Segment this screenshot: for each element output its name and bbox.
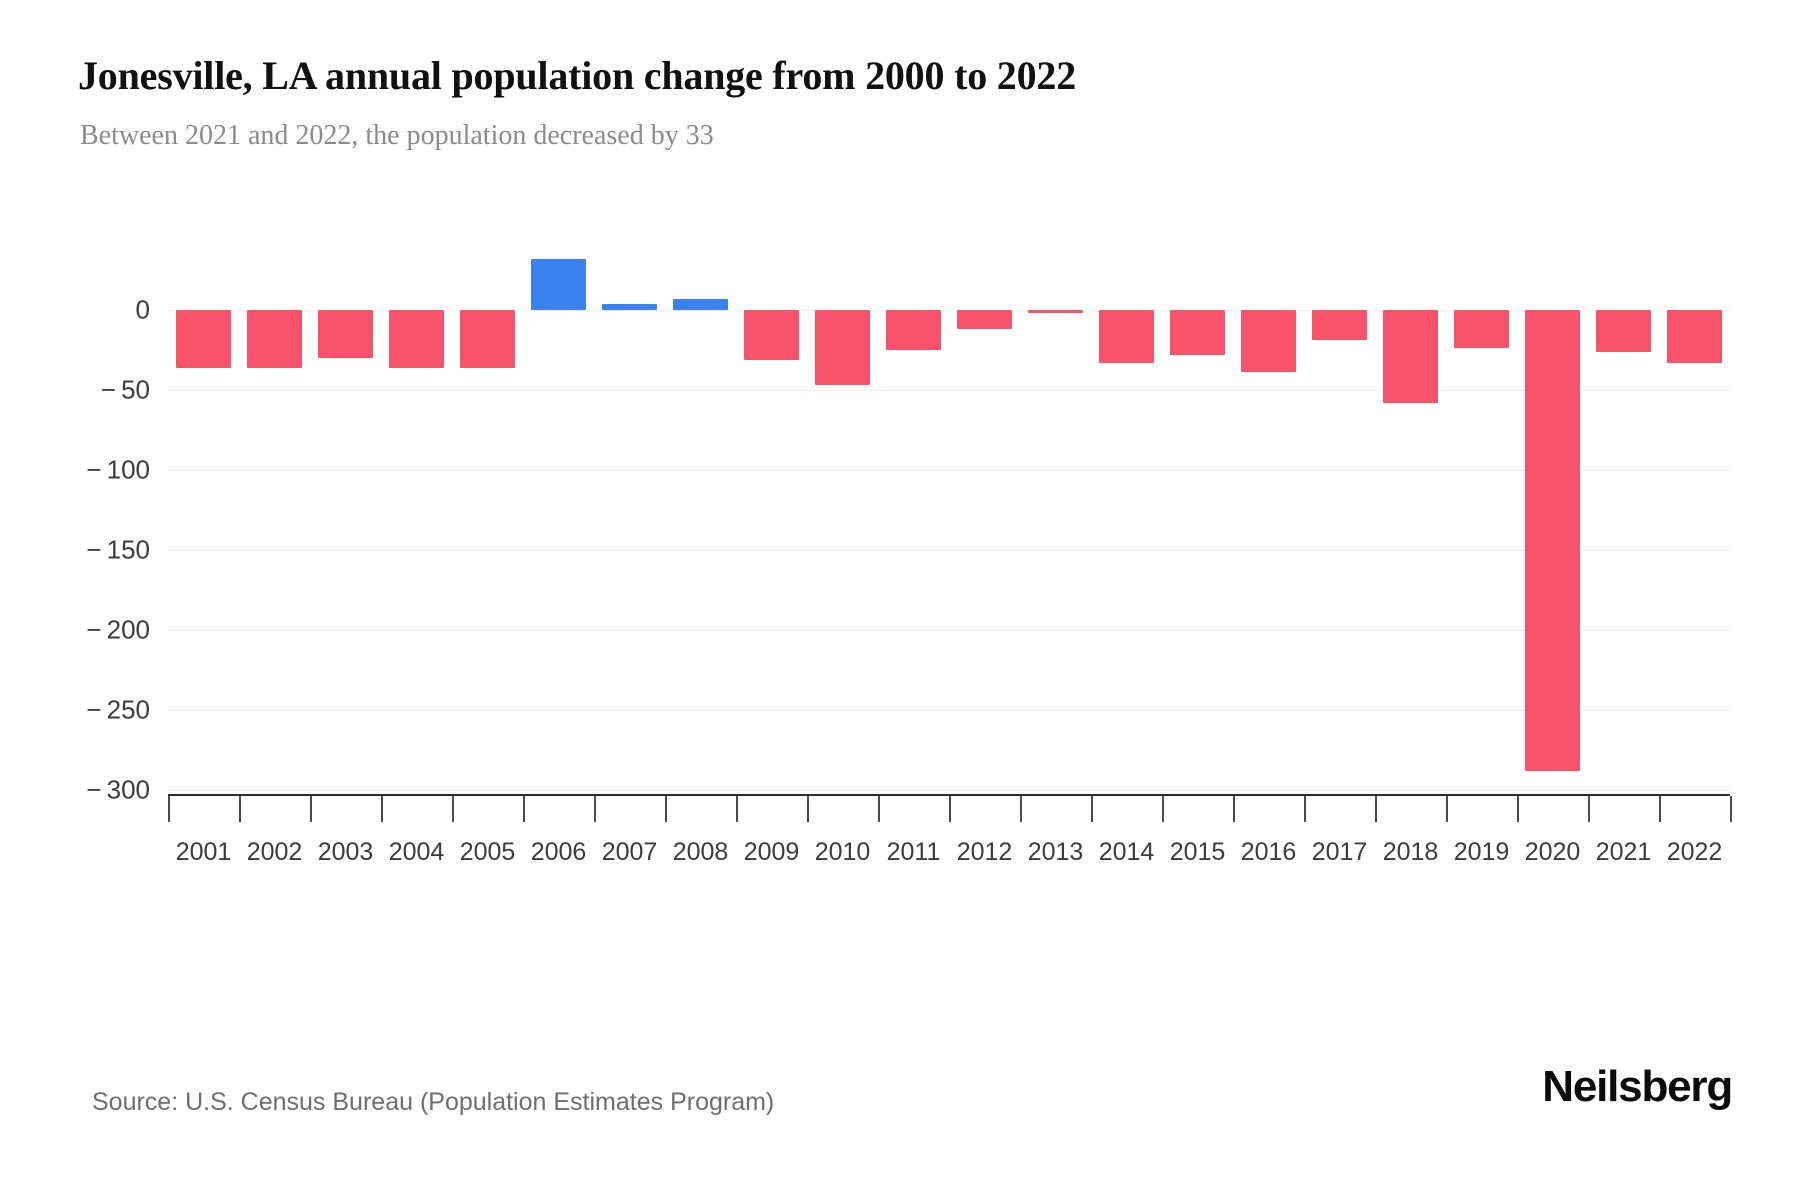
x-axis-tick-label-2001: 2001	[175, 838, 232, 866]
x-axis-tick	[1375, 796, 1377, 822]
gridline--300	[168, 790, 1730, 791]
y-axis-tick-label: − 300	[86, 774, 150, 805]
x-axis-tick	[949, 796, 951, 822]
bar-2017[interactable]	[1311, 310, 1368, 341]
bar-2003[interactable]	[317, 310, 374, 358]
x-axis-tick-label-2011: 2011	[886, 838, 941, 866]
bar-2006[interactable]	[530, 258, 587, 310]
y-axis-tick-label: − 100	[86, 454, 150, 485]
chart-subtitle: Between 2021 and 2022, the population de…	[80, 120, 714, 151]
x-axis-tick-label-2006: 2006	[530, 838, 587, 866]
bar-2005[interactable]	[459, 310, 516, 368]
x-axis-tick-label-2007: 2007	[601, 838, 658, 866]
gridline-0	[168, 310, 1730, 311]
x-axis-tick-label-2003: 2003	[317, 838, 374, 866]
x-axis-tick-label-2012: 2012	[956, 838, 1013, 866]
bar-2015[interactable]	[1169, 310, 1226, 355]
x-axis-tick	[1446, 796, 1448, 822]
x-axis-tick-label-2021: 2021	[1595, 838, 1652, 866]
x-axis-tick-label-2018: 2018	[1382, 838, 1439, 866]
x-axis-tick-label-2008: 2008	[672, 838, 729, 866]
bar-2002[interactable]	[246, 310, 303, 368]
bar-2001[interactable]	[175, 310, 232, 368]
x-axis-tick	[1730, 796, 1732, 822]
bar-2010[interactable]	[814, 310, 871, 386]
x-axis-tick-label-2015: 2015	[1169, 838, 1226, 866]
x-axis-tick-label-2020: 2020	[1524, 838, 1581, 866]
bar-2009[interactable]	[743, 310, 800, 360]
x-axis-tick	[239, 796, 241, 822]
y-axis-tick-label: 0	[135, 294, 150, 325]
bar-2018[interactable]	[1382, 310, 1439, 403]
gridline--150	[168, 550, 1730, 551]
gridline--100	[168, 470, 1730, 471]
x-axis-tick	[807, 796, 809, 822]
gridline--50	[168, 390, 1730, 391]
bar-2020[interactable]	[1524, 310, 1581, 771]
x-axis-tick	[523, 796, 525, 822]
bar-2012[interactable]	[956, 310, 1013, 330]
x-axis-tick-label-2014: 2014	[1098, 838, 1155, 866]
brand-logo: Neilsberg	[1542, 1062, 1733, 1111]
x-axis-tick	[878, 796, 880, 822]
bar-2019[interactable]	[1453, 310, 1510, 349]
x-axis-tick	[1304, 796, 1306, 822]
x-axis-tick-label-2013: 2013	[1027, 838, 1084, 866]
x-axis-tick	[1588, 796, 1590, 822]
x-axis-tick	[381, 796, 383, 822]
bar-2013[interactable]	[1027, 310, 1084, 314]
x-axis-tick	[1659, 796, 1661, 822]
x-axis-tick-label-2016: 2016	[1240, 838, 1297, 866]
x-axis-tick-label-2017: 2017	[1311, 838, 1368, 866]
y-axis-tick-label: − 250	[86, 694, 150, 725]
gridline--250	[168, 710, 1730, 711]
x-axis-tick	[452, 796, 454, 822]
bar-2021[interactable]	[1595, 310, 1652, 352]
x-axis-line	[168, 794, 1730, 796]
x-axis-tick	[1162, 796, 1164, 822]
x-axis-tick	[736, 796, 738, 822]
x-axis-tick-label-2019: 2019	[1453, 838, 1510, 866]
x-axis-tick-label-2022: 2022	[1666, 838, 1723, 866]
y-axis-tick-label: − 200	[86, 614, 150, 645]
y-axis-tick-label: − 150	[86, 534, 150, 565]
y-axis-tick-label: − 50	[100, 374, 150, 405]
x-axis-tick-label-2004: 2004	[388, 838, 445, 866]
bar-2008[interactable]	[672, 298, 729, 310]
bar-2022[interactable]	[1666, 310, 1723, 363]
bar-2016[interactable]	[1240, 310, 1297, 373]
x-axis-tick	[665, 796, 667, 822]
x-axis-tick	[1091, 796, 1093, 822]
x-axis-tick	[310, 796, 312, 822]
x-axis-tick	[594, 796, 596, 822]
source-note: Source: U.S. Census Bureau (Population E…	[92, 1088, 775, 1116]
x-axis-tick-label-2002: 2002	[246, 838, 303, 866]
x-axis-tick	[1020, 796, 1022, 822]
gridline--200	[168, 630, 1730, 631]
bar-2004[interactable]	[388, 310, 445, 368]
x-axis-tick-label-2010: 2010	[814, 838, 871, 866]
x-axis-tick	[168, 796, 170, 822]
page-title: Jonesville, LA annual population change …	[78, 53, 1076, 98]
x-axis-tick-label-2009: 2009	[743, 838, 800, 866]
bar-2014[interactable]	[1098, 310, 1155, 363]
x-axis-tick	[1233, 796, 1235, 822]
x-axis-tick-label-2005: 2005	[459, 838, 516, 866]
bar-2011[interactable]	[885, 310, 942, 350]
bar-2007[interactable]	[601, 303, 658, 310]
x-axis-tick	[1517, 796, 1519, 822]
